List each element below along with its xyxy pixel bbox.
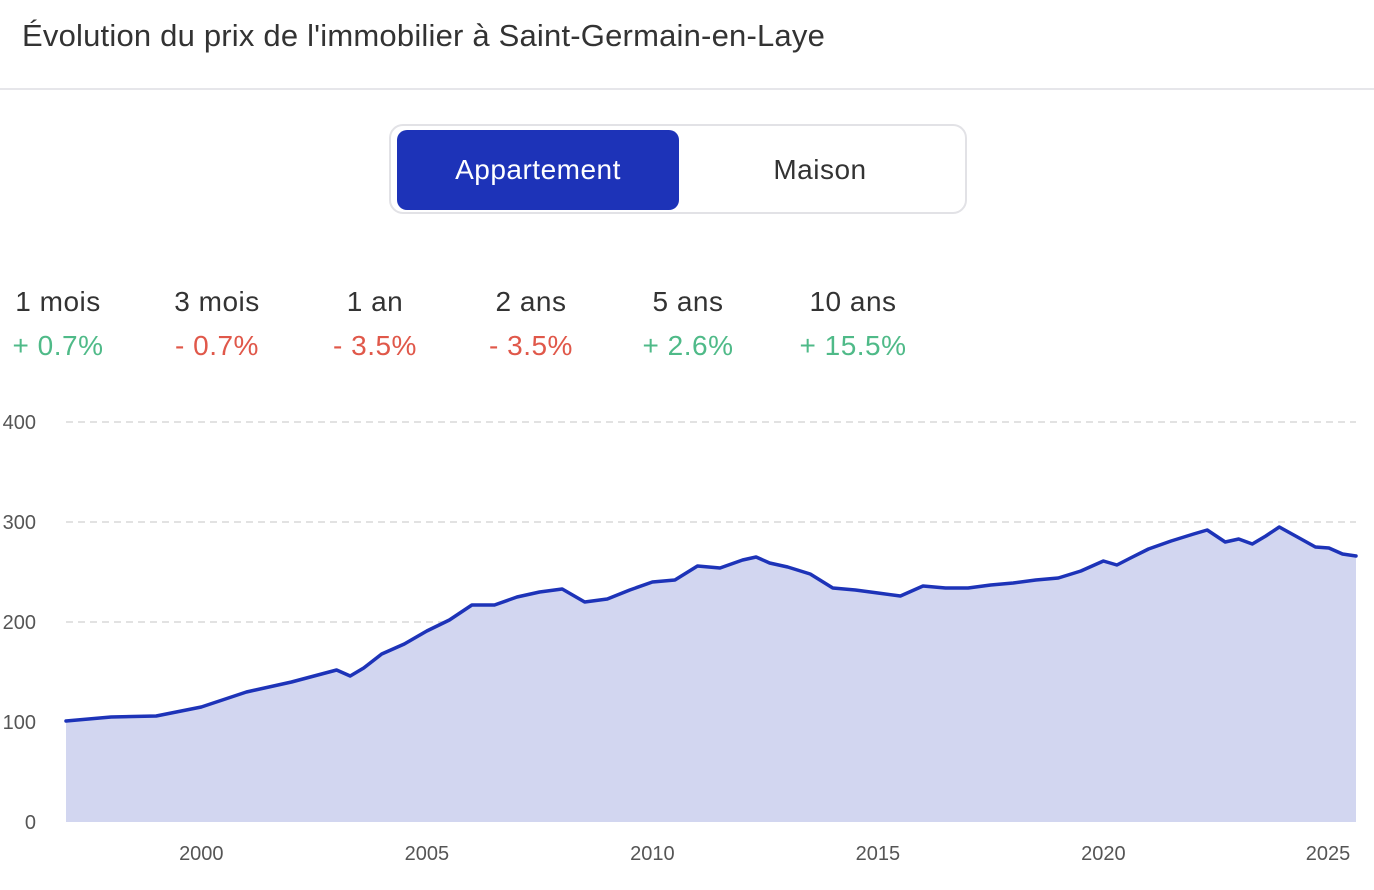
y-tick-label: 0 [25,812,36,834]
y-tick-label: 200 [3,612,36,634]
y-tick-label: 100 [3,712,36,734]
stat-value: - 3.5% [489,330,573,361]
stat-label: 1 mois [15,286,101,317]
stat-1-an: 1 an - 3.5% [295,280,455,368]
x-tick-label: 2005 [405,843,450,865]
stat-3-mois: 3 mois - 0.7% [137,280,297,368]
stat-value: + 2.6% [642,330,734,361]
price-line [64,525,1358,723]
stat-5-ans: 5 ans + 2.6% [608,280,768,368]
y-tick-label: 300 [3,512,36,534]
y-tick-label: 400 [3,412,36,434]
price-change-stats: 1 mois + 0.7% 3 mois - 0.7% 1 an - 3.5% … [0,280,1374,370]
stat-label: 3 mois [174,286,260,317]
page-title: Évolution du prix de l'immobilier à Sain… [22,18,826,53]
x-tick-label: 2010 [630,843,675,865]
appartement-button[interactable]: Appartement [397,130,679,210]
stat-label: 2 ans [495,286,567,317]
price-area [66,527,1356,822]
stat-label: 1 an [346,286,404,317]
stat-10-ans: 10 ans + 15.5% [773,280,933,368]
x-axis: 2000 2005 2010 2015 2020 2025 [179,843,1350,865]
property-type-toggle: Appartement Maison [389,124,967,214]
x-tick-label: 2015 [856,843,901,865]
price-chart: 0 100 200 300 400 2000 2005 2010 2015 2020 2025 [3,412,1358,865]
stat-1-mois: 1 mois + 0.7% [0,280,138,368]
stat-value: + 15.5% [799,330,907,361]
x-tick-label: 2025 [1306,843,1351,865]
x-tick-label: 2000 [179,843,224,865]
stat-label: 5 ans [652,286,724,317]
stat-value: - 0.7% [175,330,259,361]
line-layer [64,525,1358,723]
header: Évolution du prix de l'immobilier à Sain… [0,0,1374,90]
y-axis: 0 100 200 300 400 [3,412,36,834]
stat-label: 10 ans [809,286,897,317]
stat-value: + 0.7% [12,330,104,361]
maison-button[interactable]: Maison [773,154,867,185]
stat-value: - 3.5% [333,330,417,361]
area-layer [66,527,1356,822]
x-tick-label: 2020 [1081,843,1126,865]
stat-2-ans: 2 ans - 3.5% [451,280,611,368]
